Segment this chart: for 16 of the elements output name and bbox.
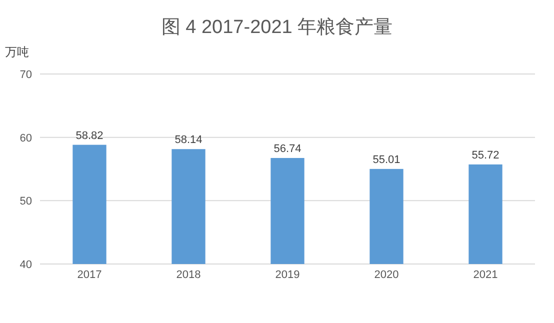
x-tick-label: 2019 (275, 269, 300, 281)
y-axis-title: 万吨 (5, 45, 29, 59)
y-tick-label: 70 (20, 69, 32, 81)
chart-title: 图 4 2017-2021 年粮食产量 (161, 17, 393, 38)
data-label: 55.01 (372, 154, 400, 166)
x-tick-label: 2018 (176, 269, 201, 281)
data-label: 56.74 (274, 142, 302, 155)
data-label: 55.72 (472, 149, 500, 162)
data-label: 58.14 (174, 134, 202, 146)
x-tick-label: 2021 (473, 269, 498, 281)
x-tick-label: 2017 (77, 269, 102, 281)
y-tick-label: 50 (20, 196, 32, 208)
x-tick-label: 2020 (374, 269, 399, 281)
data-label: 58.82 (76, 130, 104, 142)
y-tick-label: 40 (20, 259, 32, 271)
y-tick-label: 60 (20, 132, 32, 144)
